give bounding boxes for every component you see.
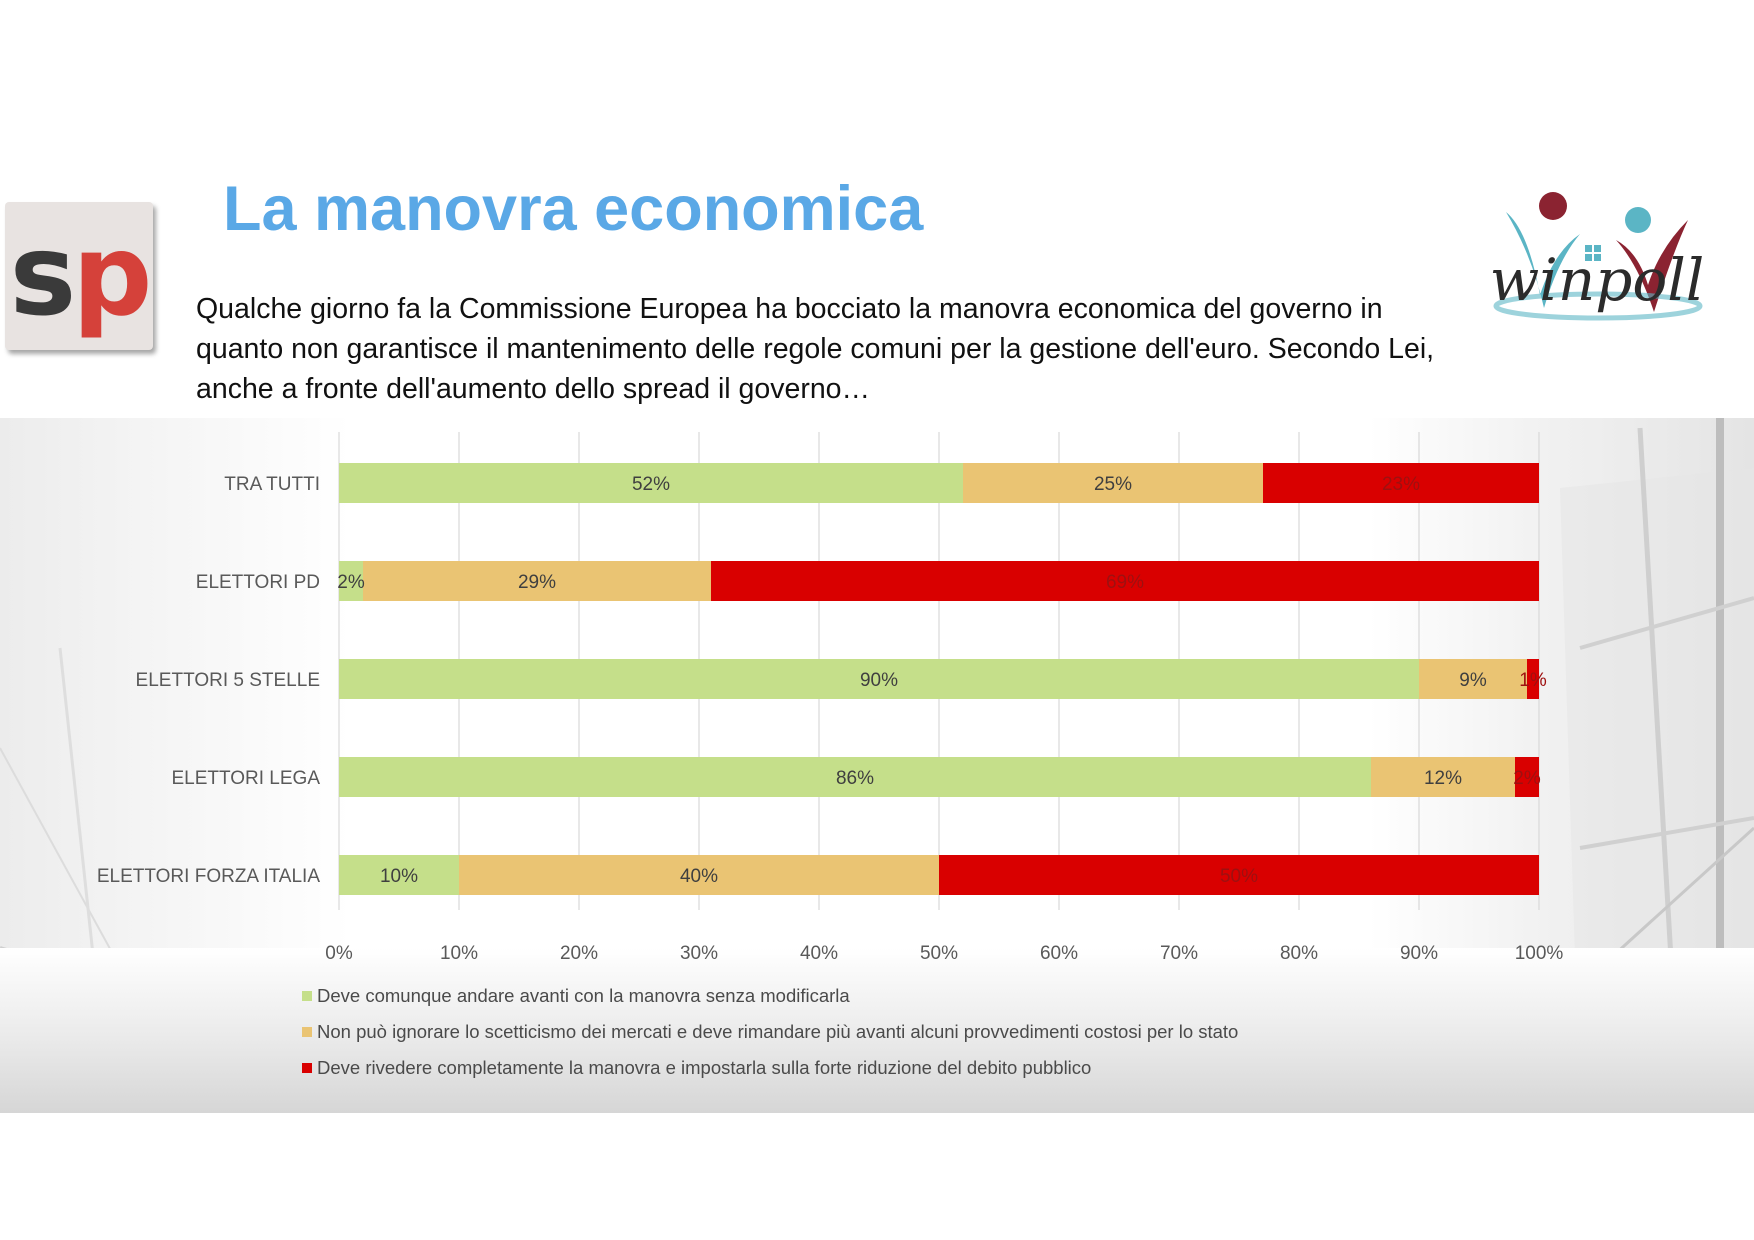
category-label: TRA TUTTI [224,474,320,495]
x-tick-label: 0% [325,943,353,964]
winpoll-logo-text: winpoll [1490,246,1705,314]
chart-x-tick-labels: 0% 10% 20% 30% 40% 50% 60% 70% 80% 90% 100% [325,943,1563,964]
data-label: 86% [836,768,874,789]
legend-swatch [302,1063,312,1073]
x-tick-label: 30% [680,943,718,964]
bar-segment [339,757,1371,797]
data-label: 69% [1106,572,1144,593]
data-label: 52% [632,474,670,495]
header-panel [0,128,1754,418]
page-title: La manovra economica [223,174,924,244]
background-floor-shading [0,948,1754,1113]
bar-segment [363,561,711,601]
chart-bars [339,463,1539,895]
x-tick-label: 60% [1040,943,1078,964]
bar-segment [1419,659,1527,699]
bar-segment [459,855,939,895]
legend-item: Non può ignorare lo scetticismo dei merc… [302,1014,1238,1050]
chart-legend: Deve comunque andare avanti con la manov… [302,978,1238,1086]
x-tick-label: 10% [440,943,478,964]
legend-item: Deve comunque andare avanti con la manov… [302,978,1238,1014]
x-tick-label: 40% [800,943,838,964]
bar-segment [339,561,363,601]
bar-segment [963,463,1263,503]
bar-segment [711,561,1539,601]
data-label: 12% [1424,768,1462,789]
category-label: ELETTORI LEGA [171,768,320,789]
data-label: 10% [380,866,418,887]
sp-logo-letter-p: p [72,211,152,341]
data-label: 2% [337,572,365,593]
bar-segment [1515,757,1539,797]
category-label: ELETTORI PD [196,572,320,593]
bar-segment [339,659,1419,699]
data-label: 2% [1513,768,1541,789]
data-label: 25% [1094,474,1132,495]
x-tick-label: 100% [1515,943,1564,964]
data-label: 90% [860,670,898,691]
x-tick-label: 70% [1160,943,1198,964]
legend-label: Non può ignorare lo scetticismo dei merc… [317,1021,1239,1042]
legend-swatch [302,1027,312,1037]
chart-category-labels: TRA TUTTI ELETTORI PD ELETTORI 5 STELLE ELE… [97,474,320,887]
bar-segment [1371,757,1515,797]
survey-question: Qualche giorno fa la Commissione Europea… [196,293,1435,405]
legend-item: Deve rivedere completamente la manovra e… [302,1050,1238,1086]
legend-swatch [302,991,312,1001]
x-tick-label: 80% [1280,943,1318,964]
legend-label: Deve rivedere completamente la manovra e… [317,1057,1092,1078]
data-label: 29% [518,572,556,593]
bar-segment [939,855,1539,895]
data-label: 50% [1220,866,1258,887]
data-label: 1% [1519,670,1547,691]
x-tick-label: 90% [1400,943,1438,964]
chart-data-labels: 52% 25% 23% 2% 29% 69% 90% 9% 1% 86% 12% 2% 10% 40% 50… [337,474,1547,887]
data-label: 23% [1382,474,1420,495]
winpoll-logo: winpoll [1490,192,1705,321]
data-label: 9% [1459,670,1487,691]
bar-segment [339,463,963,503]
x-tick-label: 20% [560,943,598,964]
sp-logo-letter-s: s [9,211,77,341]
data-label: 40% [680,866,718,887]
category-label: ELETTORI FORZA ITALIA [97,866,320,887]
legend-label: Deve comunque andare avanti con la manov… [317,985,850,1006]
bar-segment [1527,659,1539,699]
bar-segment [1263,463,1539,503]
category-label: ELETTORI 5 STELLE [136,670,320,691]
bar-segment [339,855,459,895]
x-tick-label: 50% [920,943,958,964]
